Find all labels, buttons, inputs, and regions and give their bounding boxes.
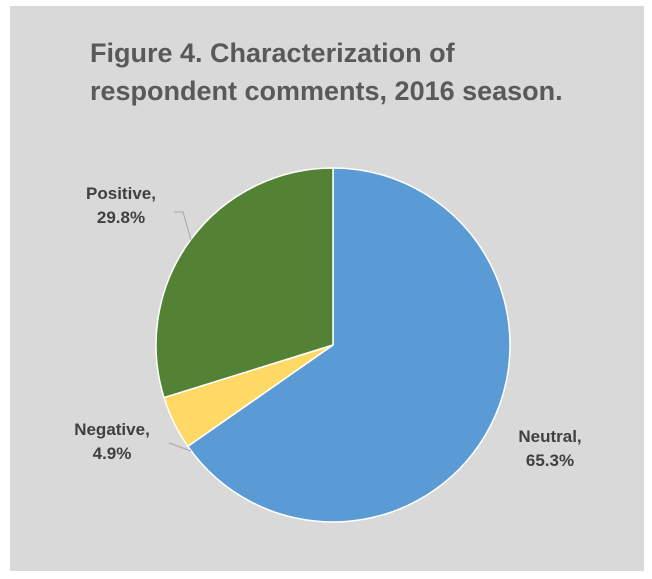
chart-title-line-2: respondent comments, 2016 season.	[90, 76, 563, 106]
pie-chart: Neutral, 65.3% Negative, 4.9% Positive, 29.8%	[74, 167, 582, 523]
slice-label-neutral: Neutral, 65.3%	[518, 427, 581, 470]
pie-slice-neutral	[186, 167, 511, 523]
slice-label-negative: Negative, 4.9%	[74, 420, 150, 463]
leader-lines	[168, 211, 192, 452]
pie-slice-positive	[155, 167, 334, 399]
chart-title-line-1: Figure 4. Characterization of	[90, 38, 455, 68]
slice-label-value-positive: 29.8%	[97, 208, 145, 227]
slice-label-name-negative: Negative,	[74, 420, 150, 439]
slice-label-value-neutral: 65.3%	[526, 451, 574, 470]
pie-slices	[155, 167, 511, 523]
slice-labels: Neutral, 65.3% Negative, 4.9% Positive, 29.8%	[74, 184, 581, 470]
chart-title: Figure 4. Characterization of respondent…	[90, 34, 610, 110]
slice-label-name-neutral: Neutral,	[518, 427, 581, 446]
slice-label-name-positive: Positive,	[86, 184, 156, 203]
chart-area: Figure 4. Characterization of respondent…	[10, 6, 644, 571]
slice-label-positive: Positive, 29.8%	[86, 184, 156, 227]
slice-label-value-negative: 4.9%	[93, 444, 132, 463]
leader-line-positive	[174, 211, 192, 241]
leader-line-negative	[168, 442, 192, 452]
